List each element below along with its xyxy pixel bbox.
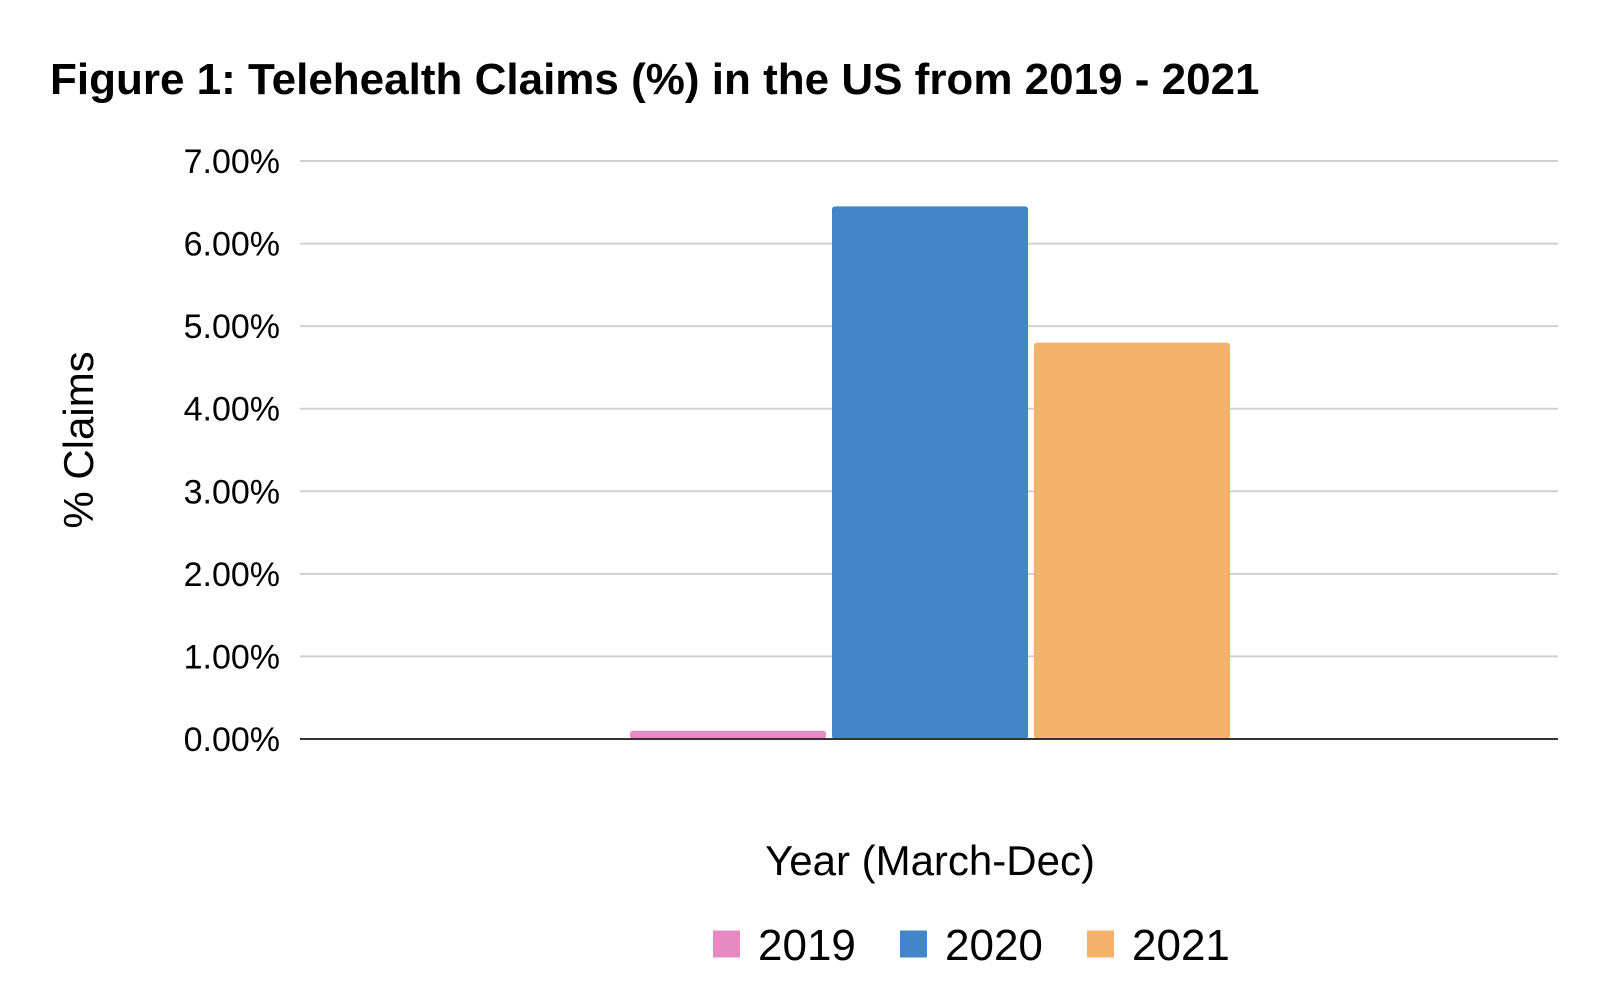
legend-swatch-2020 (900, 930, 927, 958)
legend-swatch-2019 (713, 930, 740, 958)
legend-label: 2020 (945, 921, 1043, 970)
y-tick-label: 3.00% (184, 473, 280, 511)
y-tick-label: 6.00% (184, 226, 280, 264)
legend-label: 2021 (1132, 921, 1230, 970)
y-tick-label: 0.00% (184, 721, 280, 759)
y-tick-label: 7.00% (184, 143, 280, 181)
chart-title: Figure 1: Telehealth Claims (%) in the U… (50, 55, 1260, 104)
legend-swatch-2021 (1087, 930, 1114, 958)
y-tick-label: 5.00% (184, 308, 280, 346)
y-tick-label: 1.00% (184, 638, 280, 676)
bar-2021 (1034, 342, 1230, 739)
y-tick-label: 2.00% (184, 556, 280, 594)
legend: 2019 2020 2021 (713, 921, 1230, 970)
y-tick-label: 4.00% (184, 391, 280, 429)
bar-2019 (630, 730, 826, 739)
y-axis-title: % Claims (55, 351, 102, 528)
y-axis-ticks: 0.00% 1.00% 2.00% 3.00% 4.00% 5.00% 6.00% 7.00% (184, 143, 280, 759)
legend-label: 2019 (758, 921, 856, 970)
bar-2020 (832, 206, 1028, 739)
bars (630, 206, 1230, 739)
x-axis-title: Year (March-Dec) (765, 837, 1095, 884)
